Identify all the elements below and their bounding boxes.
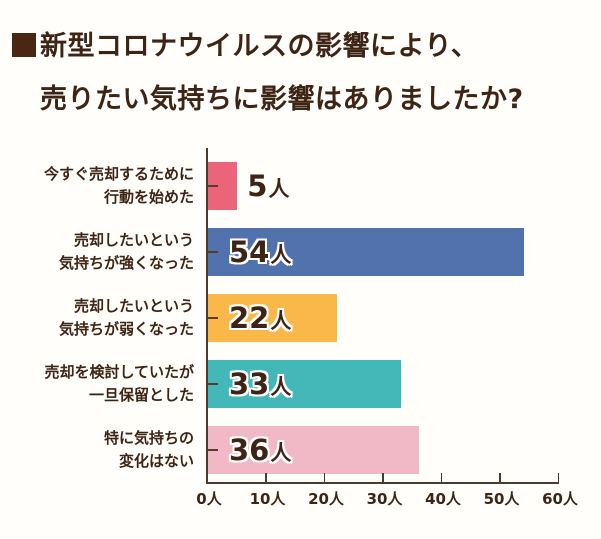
x-tick xyxy=(499,473,501,483)
value-number: 5 xyxy=(247,169,268,203)
bar-3 xyxy=(208,294,337,342)
value-unit: 人 xyxy=(270,441,292,465)
category-label-line-1: 特に気持ちの xyxy=(103,429,194,447)
title-square-icon xyxy=(12,33,36,57)
category-label-line-1: 今すぐ売却するために xyxy=(43,165,194,183)
value-number: 22 xyxy=(229,301,270,335)
x-tick-label: 0人 xyxy=(196,490,222,508)
value-label: 5人 xyxy=(247,172,289,201)
value-number: 33 xyxy=(229,367,270,401)
category-label: 特に気持ちの変化はない xyxy=(4,427,194,473)
bar-4 xyxy=(208,360,402,408)
value-unit: 人 xyxy=(270,309,292,333)
x-tick xyxy=(323,473,325,483)
category-label-line-2: 一旦保留とした xyxy=(88,386,194,404)
value-unit: 人 xyxy=(270,375,292,399)
y-tick xyxy=(208,185,218,187)
y-tick xyxy=(208,251,218,253)
category-label-line-1: 売却したいという xyxy=(73,231,194,249)
value-label: 54人 xyxy=(229,238,291,267)
value-label: 33人 xyxy=(229,370,291,399)
value-number: 54 xyxy=(229,235,270,269)
bar-5 xyxy=(208,426,419,474)
x-tick-label: 30人 xyxy=(366,490,403,508)
y-tick xyxy=(208,317,218,319)
x-tick xyxy=(440,473,442,483)
x-tick-label: 50人 xyxy=(483,490,520,508)
value-number: 36 xyxy=(229,433,270,467)
category-label-line-1: 売却を検討していたが xyxy=(44,363,194,381)
x-tick xyxy=(265,473,267,483)
y-axis xyxy=(206,148,208,484)
chart-title-line-2: 売りたい気持ちに影響はありましたか? xyxy=(40,84,524,115)
category-label-line-2: 気持ちが強くなった xyxy=(58,254,194,272)
x-tick-label: 60人 xyxy=(542,490,578,508)
category-label: 売却したいという気持ちが弱くなった xyxy=(4,295,194,341)
category-label: 今すぐ売却するために行動を始めた xyxy=(4,163,194,209)
x-tick-label: 20人 xyxy=(308,490,344,508)
x-axis xyxy=(206,482,559,484)
chart-title-text-1: 新型コロナウイルスの影響により、 xyxy=(40,31,479,62)
x-tick-label: 10人 xyxy=(249,490,286,508)
bar-2 xyxy=(208,228,524,276)
category-label: 売却したいという気持ちが強くなった xyxy=(4,229,194,275)
category-label-line-2: 行動を始めた xyxy=(103,188,194,206)
chart-title-line-1: 新型コロナウイルスの影響により、 xyxy=(12,33,478,60)
y-tick xyxy=(208,449,218,451)
category-label: 売却を検討していたが一旦保留とした xyxy=(4,361,194,407)
value-unit: 人 xyxy=(270,243,292,267)
y-tick xyxy=(208,383,218,385)
category-label-line-1: 売却したいという xyxy=(73,297,194,315)
value-label: 22人 xyxy=(229,304,291,333)
value-label: 36人 xyxy=(229,436,291,465)
category-label-line-2: 変化はない xyxy=(118,452,194,470)
x-tick xyxy=(382,473,384,483)
x-tick xyxy=(557,473,559,483)
value-unit: 人 xyxy=(268,177,290,201)
x-tick-label: 40人 xyxy=(425,490,461,508)
category-label-line-2: 気持ちが弱くなった xyxy=(58,320,194,338)
